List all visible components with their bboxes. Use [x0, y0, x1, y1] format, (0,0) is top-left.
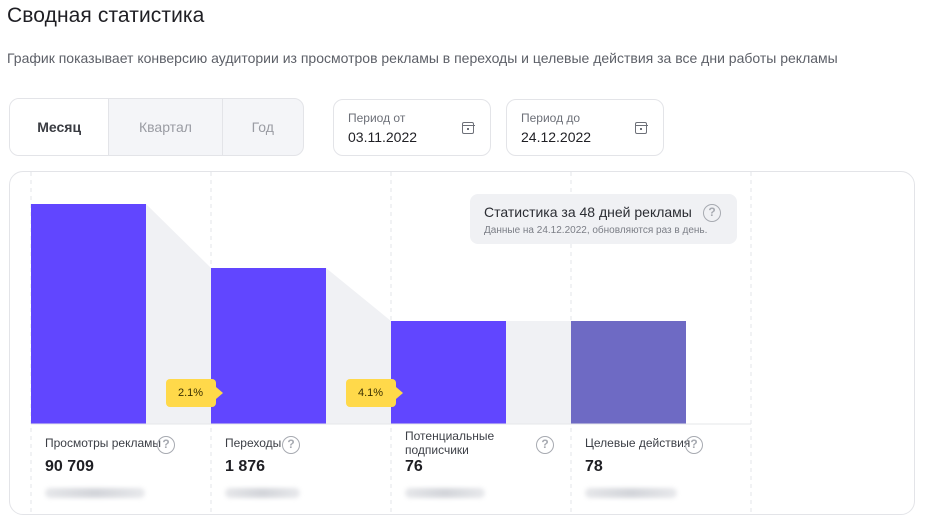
calendar-icon[interactable]: [461, 122, 475, 134]
period-switch: Месяц Квартал Год: [9, 98, 304, 156]
metric-value: 78: [585, 458, 603, 475]
conversion-badge: 2.1%: [166, 379, 223, 407]
help-icon[interactable]: ?: [703, 204, 721, 222]
metric-value: 1 876: [225, 458, 266, 475]
funnel-chart-card: Статистика за 48 дней рекламы ? Данные н…: [9, 171, 915, 515]
metric-label: Просмотры рекламы: [45, 436, 162, 450]
funnel-connector: [146, 204, 211, 424]
metric-blurred-caption: [45, 488, 145, 498]
metric-value: 90 709: [45, 458, 94, 475]
metric-blurred-caption: [585, 488, 677, 498]
metric-value: 76: [405, 458, 423, 475]
funnel-chart: [30, 172, 752, 514]
stats-tooltip-note: Данные на 24.12.2022, обновляются раз в …: [484, 225, 708, 236]
funnel-bar-clicks: [211, 268, 326, 424]
funnel-connector: [506, 321, 571, 424]
help-icon[interactable]: ?: [536, 436, 554, 454]
date-to-value: 24.12.2022: [521, 129, 592, 145]
metric-blurred-caption: [405, 488, 485, 498]
funnel-bar-views: [31, 204, 146, 424]
date-from-value: 03.11.2022: [348, 129, 418, 145]
help-icon[interactable]: ?: [685, 436, 703, 454]
metric-label: Потенциальные подписчики: [405, 429, 495, 457]
help-icon[interactable]: ?: [157, 436, 175, 454]
metric-label: Переходы: [225, 436, 282, 450]
date-from-field[interactable]: Период от 03.11.2022: [333, 99, 491, 156]
stats-tooltip: Статистика за 48 дней рекламы ? Данные н…: [470, 194, 737, 244]
tab-year[interactable]: Год: [251, 119, 274, 135]
conversion-badge: 4.1%: [346, 379, 403, 407]
help-icon[interactable]: ?: [282, 436, 300, 454]
date-to-field[interactable]: Период до 24.12.2022: [506, 99, 664, 156]
metric-label: Целевые действия: [585, 436, 691, 450]
metric-blurred-caption: [225, 488, 300, 498]
page-subtitle: График показывает конверсию аудитории из…: [7, 50, 838, 66]
tab-month[interactable]: Месяц: [10, 99, 110, 155]
page-title: Сводная статистика: [7, 4, 205, 27]
stats-tooltip-title: Статистика за 48 дней рекламы: [484, 204, 692, 220]
funnel-bar-targets: [571, 321, 686, 424]
tab-quarter[interactable]: Квартал: [109, 99, 223, 155]
date-to-label: Период до: [521, 111, 581, 125]
funnel-bar-subscribers: [391, 321, 506, 424]
date-from-label: Период от: [348, 111, 406, 125]
calendar-icon[interactable]: [634, 122, 648, 134]
